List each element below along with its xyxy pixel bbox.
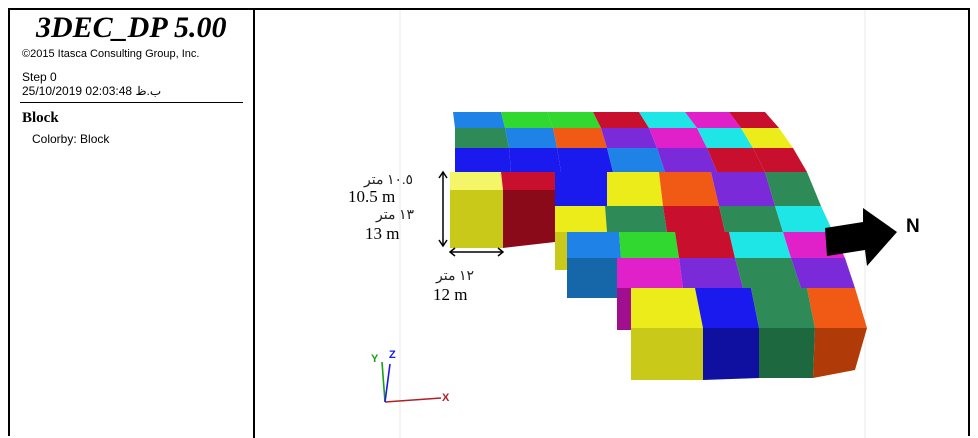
block-top — [509, 148, 561, 172]
block-top — [711, 172, 775, 206]
block-top — [719, 206, 783, 232]
block-face — [631, 328, 703, 380]
width-label: 12 m — [433, 285, 468, 304]
step-label: Step 0 — [22, 70, 57, 84]
block-top — [707, 148, 765, 172]
plot-item-colorby: Colorby: Block — [32, 132, 110, 146]
axes-triad-icon — [381, 361, 442, 403]
block-top — [607, 172, 663, 206]
block-top — [741, 128, 793, 148]
legend-panel: 3DEC_DP 5.00 ©2015 Itasca Consulting Gro… — [10, 10, 255, 438]
block-top — [547, 112, 601, 128]
block-top — [729, 112, 779, 128]
block-face — [813, 328, 867, 378]
block-top — [695, 288, 759, 328]
block-top — [453, 112, 505, 128]
main-frame: 3DEC_DP 5.00 ©2015 Itasca Consulting Gro… — [8, 8, 970, 438]
block-top — [631, 288, 703, 328]
block-top — [775, 206, 833, 232]
block-group-middle — [555, 206, 855, 330]
block-top — [455, 128, 509, 148]
block-top — [697, 128, 753, 148]
axis-x-label: X — [442, 392, 450, 404]
legend-divider — [20, 102, 243, 103]
block-top — [619, 232, 679, 258]
depth-label: 13 m — [365, 224, 400, 243]
north-label: N — [906, 216, 920, 237]
block-top — [753, 148, 807, 172]
width-label-arabic: ١٢ متر — [436, 269, 474, 284]
height-label: 10.5 m — [348, 187, 396, 206]
block-group-back — [453, 112, 807, 172]
block-top — [567, 232, 621, 258]
block-top — [505, 128, 557, 148]
plot-item-title: Block — [22, 110, 59, 126]
block-top — [675, 232, 735, 258]
block-group-front — [631, 288, 867, 380]
block-top — [501, 112, 553, 128]
block-top — [649, 128, 707, 148]
app-title: 3DEC_DP 5.00 — [36, 11, 227, 44]
block-top — [450, 172, 503, 190]
block-top — [607, 148, 665, 172]
block-face — [703, 328, 759, 380]
axis-z-label: Z — [389, 349, 396, 361]
block-top — [751, 288, 815, 328]
block-top — [807, 288, 867, 328]
block-top — [601, 128, 657, 148]
block-top — [791, 258, 855, 288]
model-viewport[interactable]: ١٠.٥ متر 10.5 m ١٣ متر 13 m ١٢ متر 12 m … — [255, 10, 968, 438]
block-top — [555, 206, 607, 232]
depth-label-arabic: ١٣ متر — [376, 208, 414, 223]
copyright-text: ©2015 Itasca Consulting Group, Inc. — [22, 48, 200, 60]
block-top — [593, 112, 649, 128]
block-top — [685, 112, 741, 128]
block-top — [657, 148, 717, 172]
block-top — [555, 172, 607, 206]
axis-y-label: Y — [371, 353, 379, 365]
block-top — [735, 258, 801, 288]
block-top — [617, 258, 683, 288]
block-face — [450, 190, 503, 248]
block-top — [679, 258, 743, 288]
block-group-left — [450, 172, 821, 248]
block-top — [501, 172, 557, 190]
block-top — [765, 172, 821, 206]
block-face — [503, 190, 557, 248]
datetime-label: 25/10/2019 02:03:48 ب.ظ — [22, 84, 162, 98]
block-top — [659, 172, 719, 206]
block-top — [553, 128, 607, 148]
block-top — [455, 148, 511, 172]
dimension-lines — [438, 170, 505, 257]
block-top — [663, 206, 725, 232]
block-top — [557, 148, 613, 172]
block-top — [729, 232, 791, 258]
block-model-svg[interactable] — [255, 10, 968, 438]
block-face — [567, 258, 621, 298]
block-top — [639, 112, 697, 128]
arrow-right-icon — [825, 208, 897, 266]
block-face — [759, 328, 815, 378]
block-top — [605, 206, 667, 232]
height-label-arabic: ١٠.٥ متر — [364, 173, 414, 188]
